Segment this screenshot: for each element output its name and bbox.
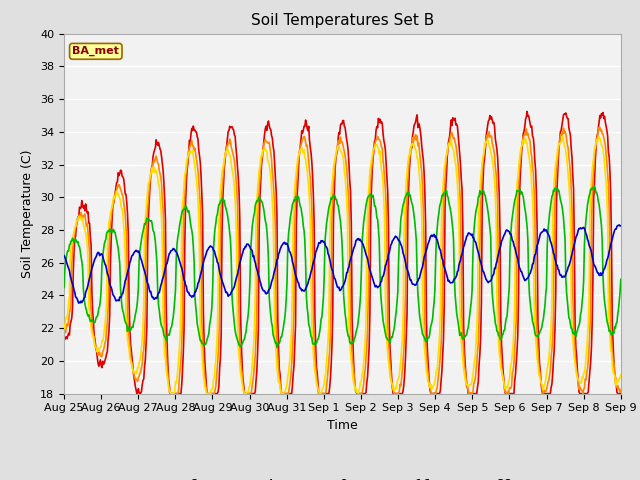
Text: BA_met: BA_met [72, 46, 119, 57]
Title: Soil Temperatures Set B: Soil Temperatures Set B [251, 13, 434, 28]
Y-axis label: Soil Temperature (C): Soil Temperature (C) [22, 149, 35, 278]
Legend: -2cm, -4cm, -8cm, -16cm, -32cm: -2cm, -4cm, -8cm, -16cm, -32cm [150, 473, 535, 480]
X-axis label: Time: Time [327, 419, 358, 432]
